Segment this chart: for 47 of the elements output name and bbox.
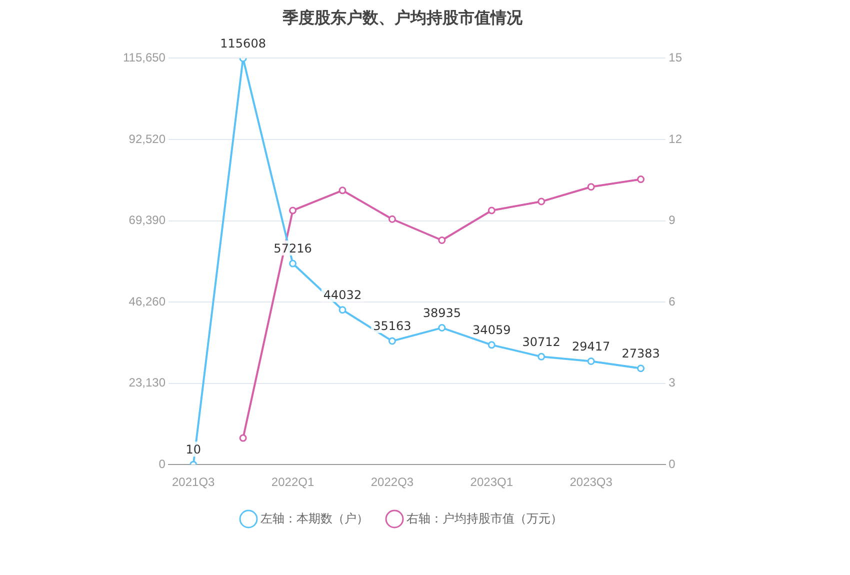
point — [338, 186, 346, 194]
chart-title: 季度股东户数、户均持股市值情况 — [282, 8, 524, 28]
point — [488, 206, 496, 214]
x-tick-label: 2023Q1 — [470, 475, 514, 490]
data-label: 35163 — [373, 319, 412, 334]
y2-tick-label: 3 — [668, 376, 676, 390]
y2-tick-label: 15 — [668, 50, 682, 65]
point — [438, 236, 446, 244]
y-tick-label: 46,260 — [128, 294, 166, 308]
data-label: 30712 — [522, 334, 560, 349]
point — [438, 324, 446, 332]
data-label: 10 — [186, 442, 201, 457]
y-tick-label: 115,650 — [122, 50, 166, 65]
data-label: 57216 — [274, 242, 312, 256]
point — [637, 176, 645, 184]
x-tick-label: 2023Q3 — [570, 475, 613, 490]
data-label: 34059 — [472, 323, 511, 338]
y2-tick-label: 9 — [668, 213, 676, 228]
data-label: 115608 — [220, 36, 266, 50]
x-tick-label: 2021Q3 — [172, 475, 216, 490]
legend-label: 右轴：户均持股市值（万元） — [406, 511, 562, 526]
point — [388, 215, 396, 223]
point — [289, 260, 297, 268]
point — [637, 364, 645, 372]
point — [338, 306, 346, 314]
x-tick-label: 2022Q3 — [370, 475, 414, 490]
y-tick-label: 92,520 — [128, 132, 166, 146]
point — [289, 206, 297, 214]
data-label: 29417 — [572, 339, 610, 354]
point — [538, 352, 546, 360]
y2-tick-label: 12 — [668, 132, 682, 146]
point — [239, 434, 247, 442]
point — [587, 183, 595, 191]
y2-tick-label: 6 — [668, 294, 676, 308]
x-tick-label: 2022Q1 — [271, 475, 314, 490]
data-label: 44032 — [323, 288, 362, 302]
y2-tick-label: 0 — [668, 456, 676, 471]
legend-label: 左轴：本期数（户） — [260, 511, 368, 526]
data-label: 38935 — [422, 306, 462, 320]
point — [538, 198, 546, 206]
point — [388, 337, 396, 345]
y-tick-label: 23,130 — [128, 376, 166, 390]
y-tick-label: 0 — [158, 456, 166, 471]
point — [587, 357, 595, 365]
y-tick-label: 69,390 — [128, 213, 166, 228]
point — [488, 341, 496, 349]
data-label: 27383 — [622, 346, 660, 360]
